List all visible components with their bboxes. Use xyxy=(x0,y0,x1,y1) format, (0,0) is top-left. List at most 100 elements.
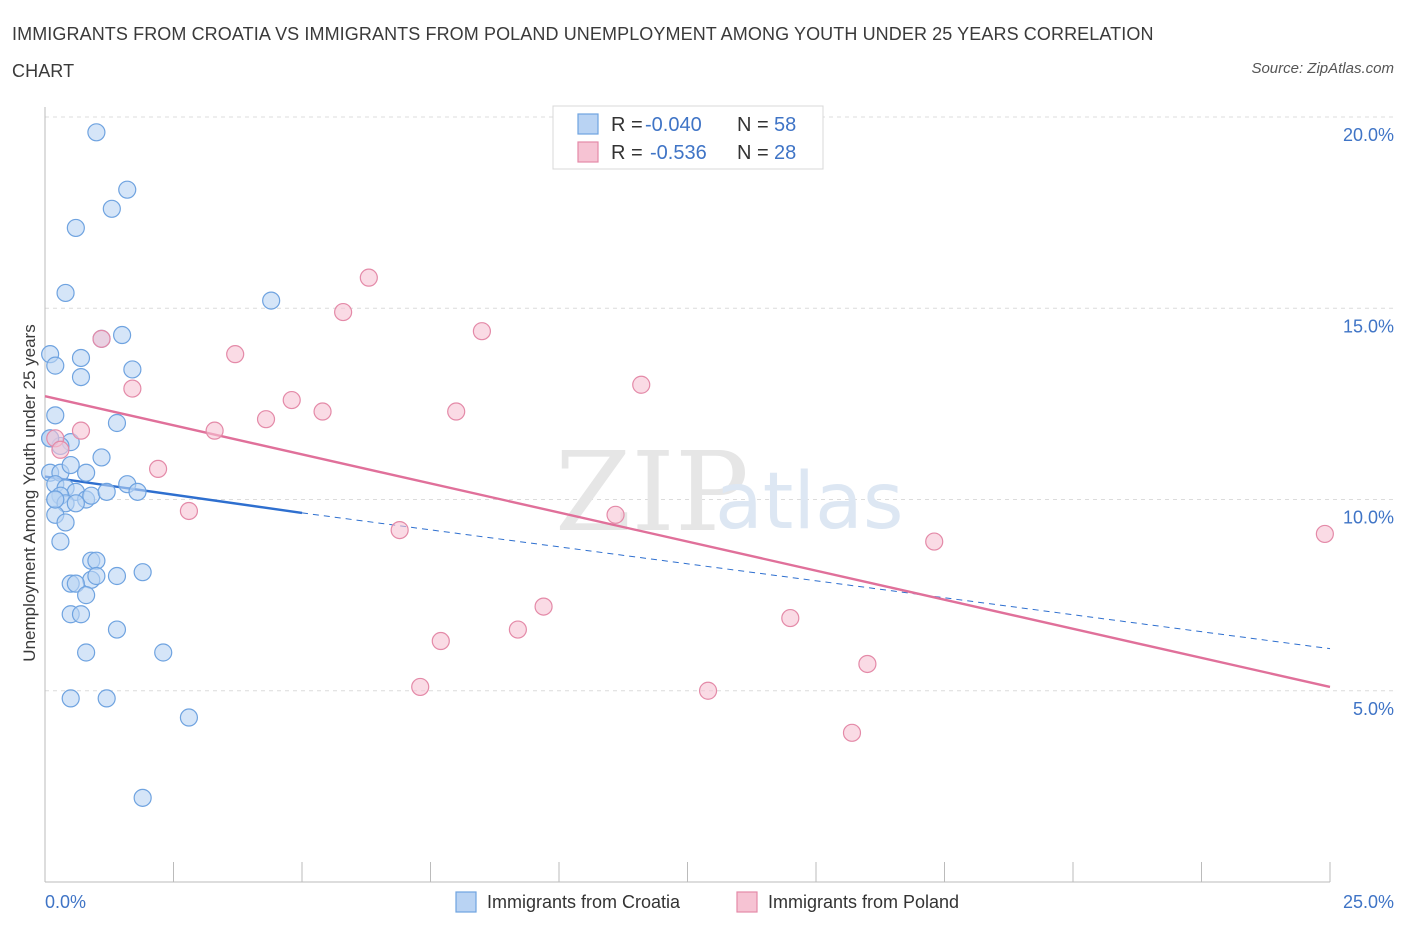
svg-text:-0.040: -0.040 xyxy=(645,114,702,136)
source-label: Source: ZipAtlas.com xyxy=(1251,60,1394,77)
point-series0-10 xyxy=(46,356,65,375)
point-series0-52 xyxy=(97,689,116,708)
point-series1-11 xyxy=(71,421,91,440)
point-series0-18 xyxy=(92,448,111,467)
series-legend-label-croatia: Immigrants from Croatia xyxy=(487,892,681,912)
point-series0-51 xyxy=(61,689,80,708)
point-series0-11 xyxy=(123,360,142,379)
point-series0-49 xyxy=(77,643,96,662)
point-series0-5 xyxy=(262,291,281,310)
point-series0-2 xyxy=(102,199,121,218)
series-legend: Immigrants from Croatia Immigrants from … xyxy=(455,891,959,913)
point-series0-30 xyxy=(82,486,101,505)
svg-text:-0.536: -0.536 xyxy=(650,142,707,164)
point-series0-47 xyxy=(71,605,91,624)
point-series0-1 xyxy=(118,180,137,199)
legend-r-value-2: -0.536 xyxy=(650,142,707,164)
point-series0-3 xyxy=(66,218,85,238)
point-series0-21 xyxy=(61,455,80,475)
point-series0-39 xyxy=(133,563,152,582)
svg-text:R =: R = xyxy=(611,114,643,136)
point-series1-25 xyxy=(858,654,877,674)
point-series1-8 xyxy=(313,402,332,421)
trend-line-series0 xyxy=(44,475,303,515)
trend-lines xyxy=(44,395,1331,689)
point-series1-0 xyxy=(359,268,378,287)
point-series0-38 xyxy=(87,551,106,570)
series-legend-label-poland: Immigrants from Poland xyxy=(768,892,959,912)
y-axis-title: Unemployment Among Youth under 25 years xyxy=(20,324,39,661)
point-series0-53 xyxy=(179,708,199,727)
point-series1-28 xyxy=(842,723,862,742)
point-series1-4 xyxy=(226,345,245,364)
point-series0-14 xyxy=(107,413,127,433)
point-series1-16 xyxy=(179,501,199,521)
point-series0-31 xyxy=(97,482,116,501)
legend-r-label-1: R = xyxy=(611,114,643,136)
legend-n-value-1: 58 xyxy=(774,114,796,136)
y-tick-label-2: 15.0% xyxy=(1343,316,1394,336)
svg-text:N =: N = xyxy=(737,114,769,136)
x-tick-label-max: 25.0% xyxy=(1343,892,1394,912)
point-series0-35 xyxy=(56,513,75,532)
point-series1-10 xyxy=(256,410,276,429)
point-series1-15 xyxy=(148,459,168,478)
point-series0-50 xyxy=(154,643,173,662)
point-series0-32 xyxy=(128,482,147,501)
point-series0-36 xyxy=(51,532,70,551)
point-series1-5 xyxy=(632,375,651,394)
svg-text:28: 28 xyxy=(774,142,796,164)
series-legend-swatch-poland xyxy=(736,891,758,913)
point-series1-2 xyxy=(472,322,491,341)
point-series0-44 xyxy=(87,566,106,586)
trend-extension-series0 xyxy=(301,512,1331,650)
point-series0-57 xyxy=(66,494,85,513)
point-series0-4 xyxy=(56,283,75,303)
legend-r-value-1: -0.040 xyxy=(645,114,702,136)
point-series1-27 xyxy=(698,681,718,700)
svg-text:N =: N = xyxy=(737,142,769,164)
legend-swatch-croatia xyxy=(577,113,599,135)
point-series1-3 xyxy=(92,329,111,348)
point-series1-23 xyxy=(508,620,527,639)
point-series1-6 xyxy=(123,379,142,398)
legend-n-label-1: N = xyxy=(737,114,769,136)
stats-legend: R = -0.040 N = 58 R = -0.536 N = 28 xyxy=(552,105,824,170)
point-series0-12 xyxy=(71,368,91,387)
legend-n-value-2: 28 xyxy=(774,142,796,164)
point-series1-18 xyxy=(390,520,409,540)
data-points xyxy=(41,123,1334,807)
watermark-atlas: atlas xyxy=(715,457,904,547)
point-series0-54 xyxy=(133,788,152,807)
point-series0-48 xyxy=(107,620,127,639)
point-series0-45 xyxy=(77,586,96,605)
y-tick-labels: 5.0% 10.0% 15.0% 20.0% xyxy=(1343,125,1394,719)
svg-text:R =: R = xyxy=(611,142,643,164)
point-series1-19 xyxy=(925,532,944,551)
legend-swatch-poland xyxy=(577,141,599,163)
y-tick-label-0: 5.0% xyxy=(1353,699,1394,719)
point-series0-9 xyxy=(71,348,91,368)
svg-text:58: 58 xyxy=(774,114,796,136)
legend-n-label-2: N = xyxy=(737,142,769,164)
point-series1-12 xyxy=(205,421,224,440)
point-series1-21 xyxy=(534,597,553,616)
point-series0-56 xyxy=(46,490,65,509)
point-series1-17 xyxy=(606,505,625,524)
trend-line-series1 xyxy=(44,395,1331,689)
series-legend-swatch-croatia xyxy=(455,891,477,913)
point-series1-9 xyxy=(447,402,466,421)
point-series0-22 xyxy=(77,463,96,482)
point-series1-24 xyxy=(431,631,450,651)
legend-r-label-2: R = xyxy=(611,142,643,164)
point-series1-7 xyxy=(282,390,301,410)
point-series1-26 xyxy=(411,677,430,697)
point-series0-40 xyxy=(107,566,127,586)
point-series0-13 xyxy=(46,406,65,425)
grid-lines xyxy=(45,116,1394,692)
point-series1-14 xyxy=(51,440,70,459)
y-tick-label-3: 20.0% xyxy=(1343,125,1394,145)
point-series1-22 xyxy=(781,608,800,628)
point-series0-6 xyxy=(112,325,132,345)
